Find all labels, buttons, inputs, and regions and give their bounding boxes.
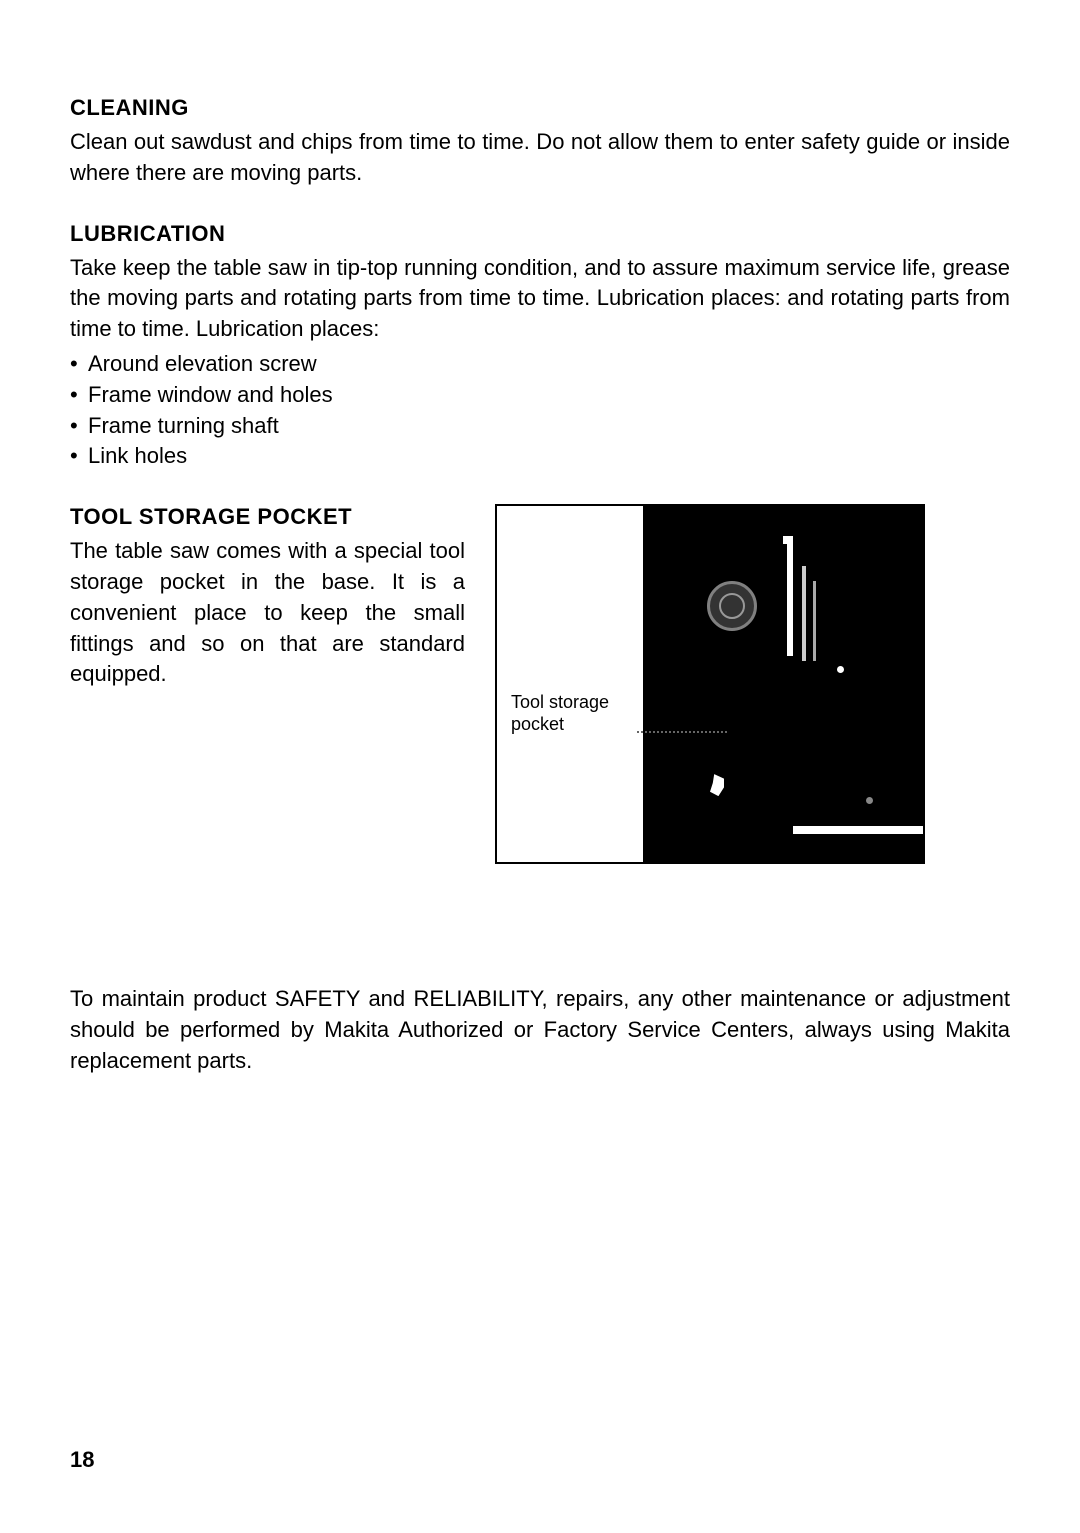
tool-storage-body: The table saw comes with a special tool … [70, 536, 465, 690]
tool-storage-heading: TOOL STORAGE POCKET [70, 504, 465, 530]
figure-shape [802, 566, 806, 661]
bullet-item: Frame window and holes [70, 380, 1010, 411]
figure-label: Tool storage pocket [511, 692, 609, 735]
figure-shape [637, 731, 727, 734]
figure-shape [682, 506, 688, 734]
page-number: 18 [70, 1447, 94, 1473]
figure-shape [813, 581, 816, 661]
figure-label-line1: Tool storage [511, 692, 609, 712]
lubrication-bullets: Around elevation screw Frame window and … [70, 349, 1010, 472]
figure-shape [783, 536, 793, 544]
bullet-item: Frame turning shaft [70, 411, 1010, 442]
figure-shape [787, 541, 793, 656]
footer-body: To maintain product SAFETY and RELIABILI… [70, 984, 1010, 1076]
cleaning-section: CLEANING Clean out sawdust and chips fro… [70, 95, 1010, 189]
tool-storage-figure: Tool storage pocket [495, 504, 925, 864]
tool-storage-section: TOOL STORAGE POCKET The table saw comes … [70, 504, 1010, 864]
cleaning-body: Clean out sawdust and chips from time to… [70, 127, 1010, 189]
lubrication-heading: LUBRICATION [70, 221, 1010, 247]
figure-shape [793, 826, 923, 834]
lubrication-section: LUBRICATION Take keep the table saw in t… [70, 221, 1010, 473]
bullet-item: Link holes [70, 441, 1010, 472]
figure-label-line2: pocket [511, 714, 564, 734]
bullet-item: Around elevation screw [70, 349, 1010, 380]
figure-shape [652, 506, 672, 736]
cleaning-heading: CLEANING [70, 95, 1010, 121]
lubrication-body: Take keep the table saw in tip-top runni… [70, 253, 1010, 345]
figure-shape [719, 593, 745, 619]
